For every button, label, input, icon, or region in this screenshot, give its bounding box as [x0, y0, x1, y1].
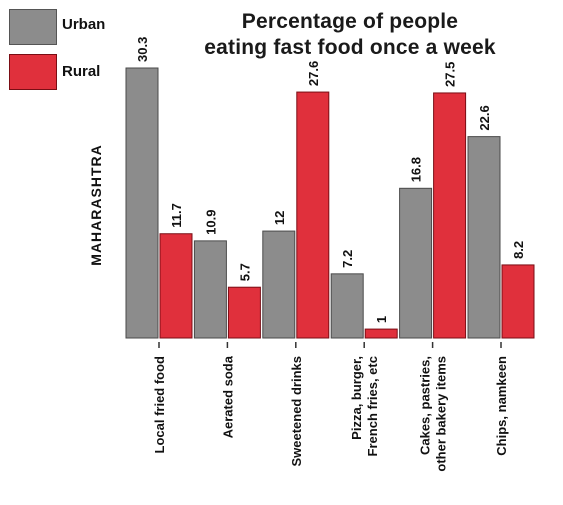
value-label-rural-2: 5.7 — [237, 263, 252, 281]
category-label-5-line-1: Cakes, pastries, — [418, 356, 433, 455]
value-label-urban-4: 7.2 — [340, 250, 355, 268]
value-label-rural-1: 11.7 — [169, 203, 184, 228]
bar-rural-2 — [227, 286, 261, 339]
bar-rural-4 — [364, 328, 398, 339]
category-label-4-line-1: Pizza, burger, — [349, 356, 364, 440]
value-label-urban-2: 10.9 — [203, 210, 218, 235]
value-label-urban-3: 12 — [272, 211, 287, 225]
category-label-1: Local fried food — [152, 356, 167, 454]
legend-swatch-rural — [9, 54, 57, 90]
value-label-urban-1: 30.3 — [135, 37, 150, 62]
value-label-rural-5: 27.5 — [443, 62, 458, 87]
bar-urban-3 — [262, 230, 296, 339]
value-label-rural-3: 27.6 — [306, 61, 321, 86]
legend-label-rural: Rural — [62, 63, 101, 80]
bar-rural-3 — [296, 91, 330, 339]
bar-urban-4 — [330, 273, 364, 339]
category-label-6: Chips, namkeen — [494, 356, 509, 456]
value-label-urban-6: 22.6 — [477, 105, 492, 130]
bar-rural-5 — [433, 92, 467, 339]
bar-urban-5 — [399, 187, 433, 339]
bar-rural-1 — [159, 233, 193, 339]
category-label-5-line-2: other bakery items — [434, 356, 449, 472]
legend-label-urban: Urban — [62, 16, 106, 33]
category-label-4-line-2: French fries, etc — [365, 356, 380, 456]
bar-urban-6 — [467, 136, 501, 339]
bar-urban-2 — [193, 240, 227, 339]
value-label-rural-4: 1 — [374, 316, 389, 323]
bar-urban-1 — [125, 67, 159, 339]
value-label-rural-6: 8.2 — [511, 241, 526, 259]
bar-rural-6 — [501, 264, 535, 339]
chart-title-line-1: Percentage of people — [241, 10, 459, 33]
value-label-urban-5: 16.8 — [409, 157, 424, 182]
chart-title-line-2: eating fast food once a week — [204, 36, 496, 59]
category-label-2: Aerated soda — [220, 355, 235, 438]
category-label-3: Sweetened drinks — [289, 356, 304, 467]
legend-swatch-urban — [9, 9, 57, 45]
